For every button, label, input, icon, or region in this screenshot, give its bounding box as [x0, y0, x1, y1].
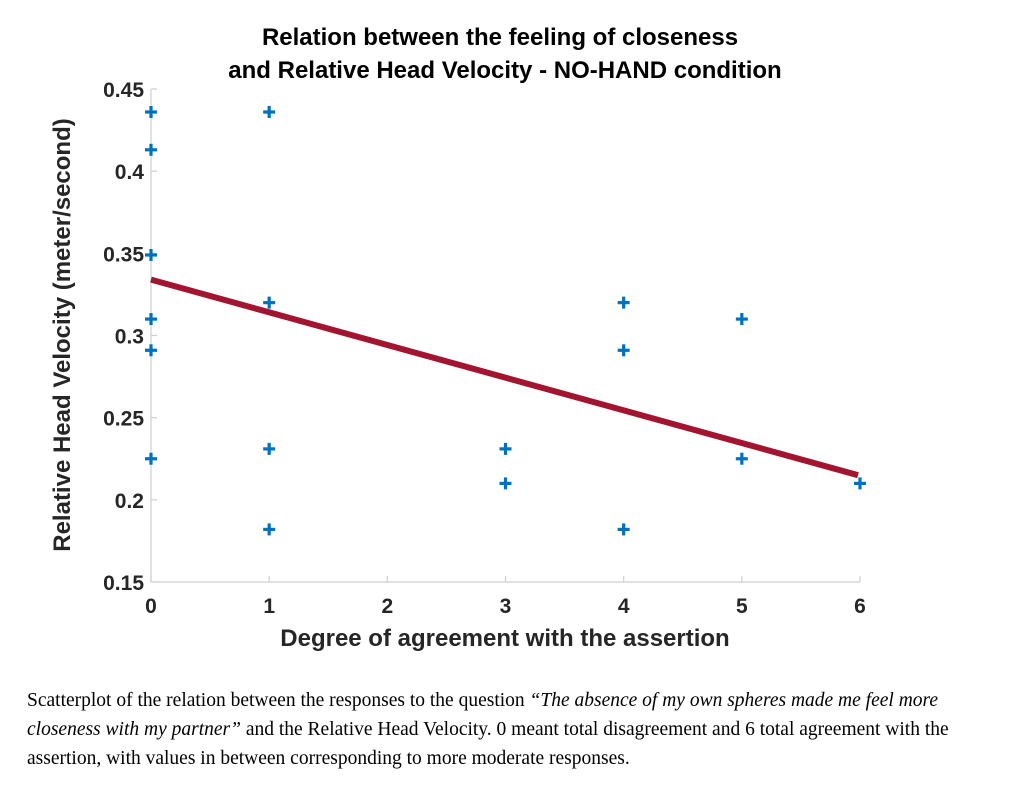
x-tick-label: 5 — [736, 595, 748, 618]
axes: 0 1 2 3 4 5 6 0.15 0.2 0.25 0.3 0.35 0.4 0.45 — [103, 79, 866, 618]
x-tick-label: 6 — [854, 595, 866, 618]
data-point — [263, 106, 276, 119]
data-point — [854, 477, 866, 490]
caption-prefix: Scatterplot of the relation between the … — [27, 690, 530, 711]
data-point — [263, 523, 276, 536]
x-axis-label: Degree of agreement with the assertion — [280, 625, 729, 652]
data-point — [617, 523, 630, 536]
y-axis-label: Relative Head Velocity (meter/second) — [49, 118, 76, 552]
data-point — [145, 248, 157, 261]
figure-caption: Scatterplot of the relation between the … — [27, 686, 987, 773]
data-point — [735, 452, 748, 465]
chart-title-line-2: and Relative Head Velocity - NO-HAND con… — [228, 57, 781, 84]
x-tick-label: 0 — [145, 595, 157, 618]
caption-suffix: and the Relative Head Velocity. 0 meant … — [27, 719, 949, 769]
caption-quote: “The absence of my own spheres made me f… — [27, 690, 939, 740]
scatter-chart: Relation between the feeling of closenes… — [49, 24, 866, 652]
regression-line — [150, 276, 859, 479]
data-point — [735, 313, 748, 326]
data-point — [617, 344, 630, 357]
y-tick-label: 0.3 — [115, 326, 144, 349]
data-point — [145, 106, 157, 119]
x-tick-label: 3 — [500, 595, 512, 618]
x-tick-label: 1 — [263, 595, 275, 618]
data-point — [263, 296, 276, 309]
data-point — [263, 442, 276, 455]
data-point — [499, 442, 512, 455]
data-point — [145, 143, 157, 156]
data-points — [145, 106, 866, 536]
y-tick-label: 0.25 — [103, 408, 144, 431]
y-tick-label: 0.45 — [103, 79, 144, 102]
data-point — [145, 452, 157, 465]
data-point — [617, 296, 630, 309]
x-tick-label: 2 — [381, 595, 393, 618]
y-tick-label: 0.2 — [115, 490, 144, 513]
data-point — [145, 313, 157, 326]
x-tick-label: 4 — [618, 595, 630, 618]
chart-title-line-1: Relation between the feeling of closenes… — [262, 24, 738, 51]
y-tick-label: 0.4 — [115, 161, 145, 184]
y-tick-label: 0.15 — [103, 572, 144, 595]
regression-line-group — [150, 276, 859, 479]
data-point — [499, 477, 512, 490]
y-tick-label: 0.35 — [103, 243, 144, 266]
data-point — [145, 344, 157, 357]
